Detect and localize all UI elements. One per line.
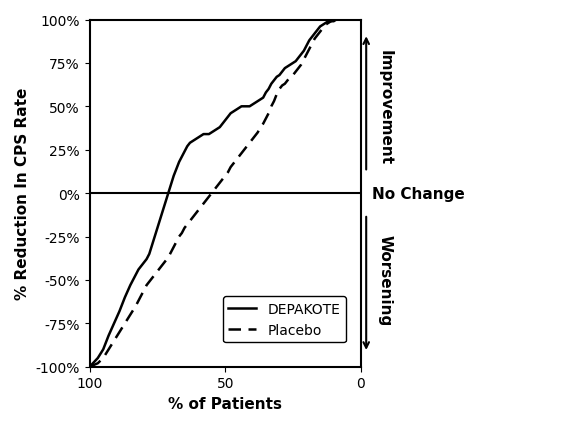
Legend: DEPAKOTE, Placebo: DEPAKOTE, Placebo [223,296,345,343]
Y-axis label: % Reduction In CPS Rate: % Reduction In CPS Rate [15,88,30,299]
Text: Improvement: Improvement [377,49,393,164]
X-axis label: % of Patients: % of Patients [168,396,282,411]
Text: No Change: No Change [372,186,465,201]
Text: Worsening: Worsening [377,235,393,326]
